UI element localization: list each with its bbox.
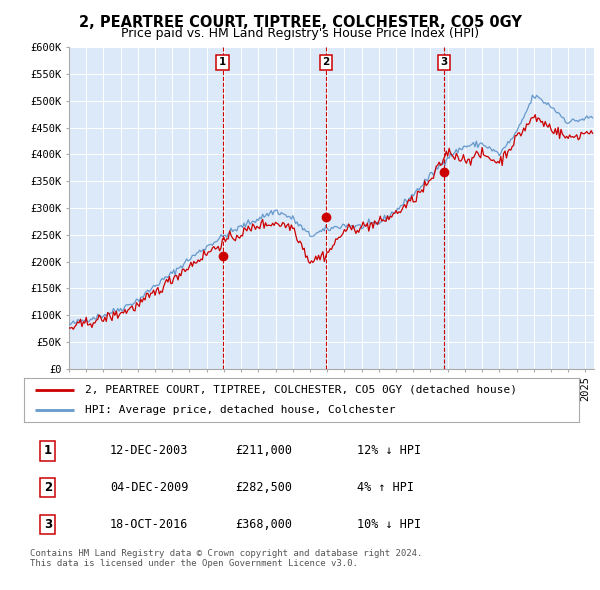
Text: 1: 1 — [219, 57, 226, 67]
Text: 12% ↓ HPI: 12% ↓ HPI — [357, 444, 421, 457]
Text: 04-DEC-2009: 04-DEC-2009 — [110, 481, 188, 494]
Text: £211,000: £211,000 — [235, 444, 292, 457]
Text: 3: 3 — [440, 57, 448, 67]
Text: 4% ↑ HPI: 4% ↑ HPI — [357, 481, 414, 494]
Text: 1: 1 — [44, 444, 52, 457]
Text: 12-DEC-2003: 12-DEC-2003 — [110, 444, 188, 457]
Text: 2, PEARTREE COURT, TIPTREE, COLCHESTER, CO5 0GY: 2, PEARTREE COURT, TIPTREE, COLCHESTER, … — [79, 15, 521, 30]
Text: £368,000: £368,000 — [235, 518, 292, 531]
Text: 2: 2 — [322, 57, 329, 67]
Text: 3: 3 — [44, 518, 52, 531]
Text: 18-OCT-2016: 18-OCT-2016 — [110, 518, 188, 531]
Text: 2: 2 — [44, 481, 52, 494]
Text: £282,500: £282,500 — [235, 481, 292, 494]
Text: 10% ↓ HPI: 10% ↓ HPI — [357, 518, 421, 531]
Text: HPI: Average price, detached house, Colchester: HPI: Average price, detached house, Colc… — [85, 405, 395, 415]
Text: 2, PEARTREE COURT, TIPTREE, COLCHESTER, CO5 0GY (detached house): 2, PEARTREE COURT, TIPTREE, COLCHESTER, … — [85, 385, 517, 395]
Text: Price paid vs. HM Land Registry's House Price Index (HPI): Price paid vs. HM Land Registry's House … — [121, 27, 479, 40]
Text: Contains HM Land Registry data © Crown copyright and database right 2024.
This d: Contains HM Land Registry data © Crown c… — [30, 549, 422, 568]
